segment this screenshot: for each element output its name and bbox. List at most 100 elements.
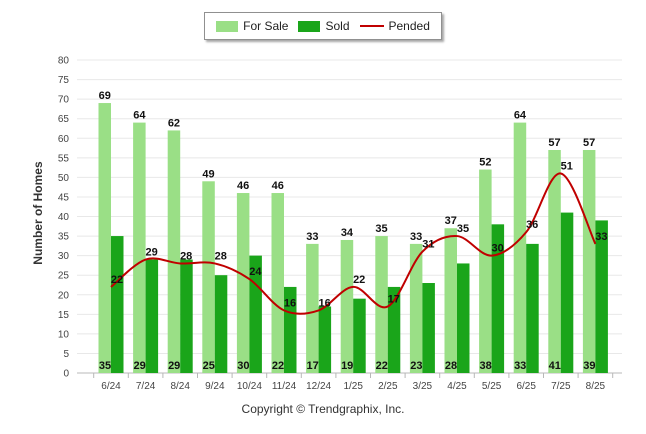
label-pended: 29 (145, 247, 157, 259)
legend-item-pended[interactable]: Pended (359, 19, 430, 33)
bar-sold (457, 263, 470, 373)
legend-label-sold: Sold (325, 19, 350, 33)
x-tick-label: 8/25 (586, 381, 606, 392)
copyright-text: Copyright © Trendgraphix, Inc. (241, 402, 405, 416)
legend-item-for-sale[interactable]: For Sale (216, 19, 288, 33)
label-for-sale: 52 (479, 157, 491, 169)
bar-for-sale (306, 243, 319, 373)
pended-line-series (110, 172, 597, 315)
label-for-sale: 57 (548, 137, 560, 149)
x-tick-label: 9/24 (205, 381, 225, 392)
label-for-sale: 46 (237, 180, 249, 192)
label-for-sale: 62 (168, 117, 180, 129)
label-pended: 24 (249, 266, 262, 278)
x-tick-label: 2/25 (378, 381, 398, 392)
label-for-sale: 33 (410, 231, 422, 243)
bar-for-sale (98, 103, 111, 373)
legend-item-sold[interactable]: Sold (298, 19, 350, 33)
bar-for-sale (444, 228, 457, 373)
label-sold: 41 (549, 360, 561, 372)
legend-label-pended: Pended (388, 19, 430, 33)
label-sold: 33 (514, 360, 526, 372)
bar-for-sale (582, 149, 596, 373)
label-sold: 29 (133, 360, 145, 372)
label-for-sale: 69 (99, 90, 111, 102)
legend-label-for-sale: For Sale (243, 19, 289, 33)
x-tick-label: 11/24 (272, 381, 297, 392)
y-tick-label: 70 (58, 95, 70, 106)
y-tick-label: 10 (58, 329, 70, 340)
y-tick-label: 60 (58, 134, 70, 145)
bar-for-sale (167, 130, 181, 373)
label-for-sale: 34 (341, 227, 354, 239)
label-for-sale: 57 (583, 137, 595, 149)
pended-swatch (359, 25, 384, 27)
bar-for-sale (513, 122, 527, 373)
y-tick-label: 45 (58, 192, 70, 203)
sold-swatch (298, 20, 321, 32)
x-tick-label: 4/25 (447, 381, 467, 392)
bar-sold (249, 255, 262, 373)
label-pended: 36 (526, 219, 538, 231)
bar-sold (560, 212, 574, 373)
label-pended: 16 (284, 297, 296, 309)
y-tick-label: 0 (63, 369, 69, 380)
label-pended: 16 (318, 297, 330, 309)
bar-sold (422, 283, 435, 373)
legend: For Sale Sold Pended (204, 12, 442, 40)
label-pended: 22 (111, 274, 123, 286)
y-tick-label: 80 (58, 56, 70, 67)
bar-for-sale (202, 181, 215, 373)
bar-sold (491, 224, 505, 373)
x-tick-label: 6/24 (101, 381, 121, 392)
label-sold: 39 (583, 360, 595, 372)
y-tick-label: 75 (58, 75, 70, 86)
y-axis-title: Number of Homes (31, 161, 45, 265)
bar-for-sale (548, 149, 561, 373)
x-tick-label: 3/25 (413, 381, 433, 392)
bar-sold (353, 298, 366, 373)
label-for-sale: 37 (445, 215, 457, 227)
y-axis-ticks: 0 5 10 15 20 25 30 35 40 45 50 55 60 65 70 75 80 (58, 56, 70, 380)
bar-sold (318, 306, 332, 373)
label-pended: 33 (595, 231, 607, 243)
label-pended: 51 (561, 160, 573, 172)
label-sold: 19 (341, 360, 353, 372)
label-sold: 22 (376, 360, 388, 372)
bar-sold (180, 259, 193, 373)
bar-for-sale (133, 122, 146, 373)
for-sale-swatch (216, 20, 239, 32)
y-tick-label: 40 (58, 212, 70, 223)
label-pended: 28 (180, 250, 192, 262)
label-sold: 17 (306, 360, 318, 372)
label-sold: 35 (99, 360, 111, 372)
label-for-sale: 64 (133, 110, 146, 122)
bar-sold (111, 236, 124, 373)
bar-sold (145, 259, 159, 373)
bar-for-sale (375, 236, 388, 373)
label-sold: 23 (410, 360, 422, 372)
x-tick-label: 8/24 (170, 381, 190, 392)
bars (98, 103, 608, 373)
bar-sold (595, 220, 608, 373)
label-for-sale: 35 (375, 223, 387, 235)
x-tick-label: 10/24 (237, 381, 262, 392)
label-pended: 30 (491, 243, 503, 255)
label-for-sale: 33 (306, 231, 318, 243)
label-pended: 17 (388, 293, 400, 305)
label-sold: 38 (479, 360, 491, 372)
y-tick-label: 30 (58, 251, 70, 262)
bar-for-sale (271, 193, 284, 373)
label-pended: 28 (215, 250, 227, 262)
data-labels: 69 35 22 64 29 29 62 29 28 49 25 28 46 30 24 46 22 16 33 17… (99, 90, 608, 372)
y-tick-label: 25 (58, 271, 70, 282)
y-tick-label: 15 (58, 310, 70, 321)
label-sold: 25 (203, 360, 215, 372)
x-axis-ticks: 6/24 7/24 8/24 9/24 10/24 11/24 12/24 1/25 2/25 3… (93, 373, 614, 392)
label-for-sale: 49 (202, 168, 214, 180)
bar-for-sale (340, 239, 354, 373)
bar-for-sale (479, 169, 492, 373)
bar-sold (284, 286, 297, 373)
y-tick-label: 55 (58, 153, 70, 164)
